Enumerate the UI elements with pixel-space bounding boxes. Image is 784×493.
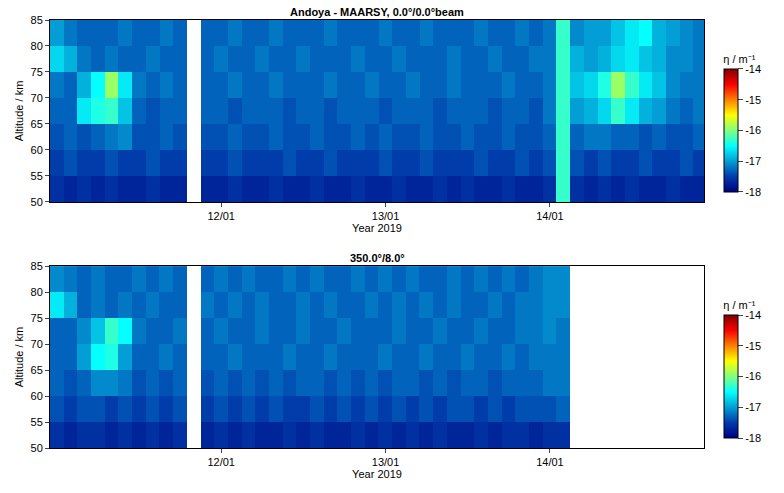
svg-text:70: 70 — [31, 338, 43, 350]
svg-text:60: 60 — [31, 144, 43, 156]
svg-text:70: 70 — [31, 92, 43, 104]
svg-text:75: 75 — [31, 66, 43, 78]
svg-text:-14: -14 — [745, 63, 761, 75]
svg-text:350.0°/8.0°: 350.0°/8.0° — [350, 252, 405, 264]
svg-text:55: 55 — [31, 170, 43, 182]
svg-text:65: 65 — [31, 364, 43, 376]
svg-text:-17: -17 — [745, 155, 761, 167]
svg-text:Year 2019: Year 2019 — [352, 468, 402, 480]
svg-text:85: 85 — [31, 260, 43, 272]
svg-text:Andoya - MAARSY, 0.0°/0.0°beam: Andoya - MAARSY, 0.0°/0.0°beam — [290, 6, 464, 18]
svg-text:65: 65 — [31, 118, 43, 130]
svg-text:-18: -18 — [745, 432, 761, 444]
svg-text:Altitude / km: Altitude / km — [13, 81, 25, 142]
svg-text:η / m⁻¹: η / m⁻¹ — [723, 53, 755, 65]
svg-text:55: 55 — [31, 416, 43, 428]
svg-text:-15: -15 — [745, 94, 761, 106]
svg-text:-15: -15 — [745, 340, 761, 352]
svg-text:13/01: 13/01 — [372, 210, 400, 222]
svg-text:50: 50 — [31, 196, 43, 208]
svg-text:14/01: 14/01 — [536, 456, 564, 468]
svg-text:-14: -14 — [745, 309, 761, 321]
svg-text:80: 80 — [31, 40, 43, 52]
svg-text:Altitude / km: Altitude / km — [13, 327, 25, 388]
svg-text:12/01: 12/01 — [207, 456, 235, 468]
svg-text:75: 75 — [31, 312, 43, 324]
svg-text:-16: -16 — [745, 370, 761, 382]
svg-text:η / m⁻¹: η / m⁻¹ — [723, 299, 755, 311]
svg-text:13/01: 13/01 — [372, 456, 400, 468]
svg-text:80: 80 — [31, 286, 43, 298]
svg-text:14/01: 14/01 — [536, 210, 564, 222]
svg-text:-17: -17 — [745, 401, 761, 413]
svg-text:60: 60 — [31, 390, 43, 402]
svg-text:-16: -16 — [745, 124, 761, 136]
svg-text:-18: -18 — [745, 186, 761, 198]
svg-text:12/01: 12/01 — [207, 210, 235, 222]
svg-text:85: 85 — [31, 14, 43, 26]
svg-text:50: 50 — [31, 442, 43, 454]
svg-text:Year 2019: Year 2019 — [352, 222, 402, 234]
